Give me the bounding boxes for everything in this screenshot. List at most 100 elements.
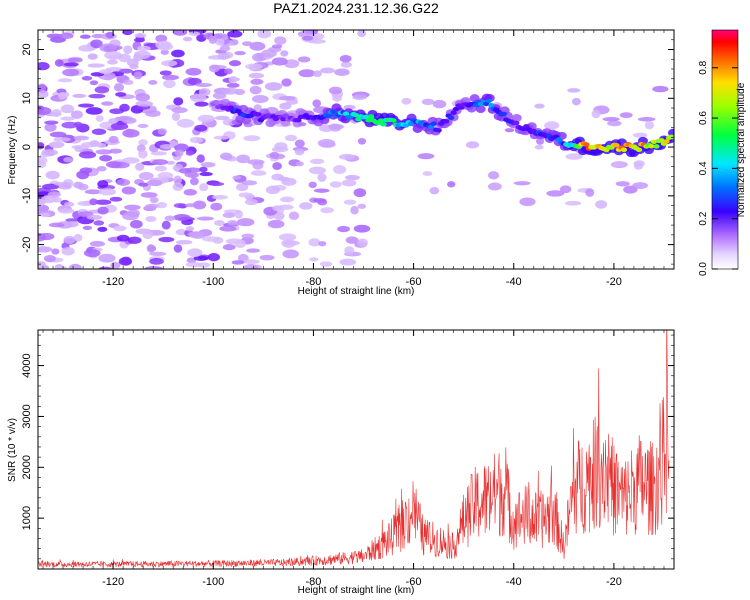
spectrogram-noise-cell	[79, 34, 91, 39]
spectrogram-noise-cell	[41, 149, 58, 157]
snr-y-ticks: 1000 2000 3000 4000	[21, 334, 674, 570]
spectrogram-noise-cell	[108, 148, 123, 154]
spectrogram-noise-cell	[73, 181, 84, 189]
spectrogram-noise-cell	[344, 174, 360, 181]
spectrogram-noise-cell	[58, 91, 67, 100]
spectrogram-ridge-cell	[377, 118, 385, 123]
spectrogram-noise-cell	[223, 68, 233, 75]
spectrogram-frame	[37, 29, 675, 270]
spectrogram-noise-cell	[422, 171, 433, 177]
spectrogram-noise-cell	[212, 194, 228, 200]
spectrogram-noise-cell	[82, 225, 93, 231]
spectrogram-ridge-cell	[330, 109, 337, 114]
spectrogram-noise-cell	[96, 166, 107, 172]
spectrogram-noise-cell	[179, 167, 192, 174]
spectrogram-noise-cell	[122, 30, 133, 36]
spectrogram-noise-cell	[208, 64, 220, 73]
spectrogram-noise-cell	[352, 94, 367, 100]
spectrogram-noise-cell	[91, 128, 107, 135]
spectrogram-noise-cell	[89, 198, 98, 206]
spectrogram-noise-cell	[519, 197, 536, 207]
spectrogram-noise-cell	[73, 135, 90, 141]
snr-series-line	[38, 330, 670, 568]
spectrogram-noise-cell	[197, 114, 215, 123]
spectrogram-noise-cell	[320, 67, 335, 74]
spectrogram-noise-cell	[189, 136, 203, 144]
spectrogram-noise-cell	[283, 240, 300, 246]
spectrogram-noise-cell	[166, 160, 176, 165]
spectrogram-noise-cell	[57, 208, 75, 214]
spectrogram-noise-cell	[591, 109, 601, 119]
spectrogram-noise-cell	[585, 188, 595, 197]
spectrogram-noise-cell	[145, 203, 161, 209]
spectrogram-noise-cell	[120, 256, 132, 265]
spectrogram-ridge-cell	[325, 113, 332, 119]
spectrogram-noise-cell	[214, 115, 230, 121]
spectrogram-noise-cell	[173, 203, 186, 208]
colorbar-gradient	[712, 30, 738, 269]
figure-title: PAZ1.2024.231.12.36.G22	[273, 0, 439, 16]
spectrogram-noise-cell	[353, 224, 371, 233]
spectrogram-noise-cell	[332, 94, 342, 102]
spectrogram-noise-cell	[429, 186, 440, 195]
colorbar-ticks: 0.0 0.2 0.4 0.6 0.8	[698, 60, 738, 276]
spectrogram-noise-cell	[280, 50, 289, 57]
spectrogram-noise-cell	[328, 123, 344, 130]
spectrogram-noise-cell	[243, 264, 259, 269]
spectrogram-x-tick-label: -80	[305, 276, 321, 288]
spectrogram-noise-cell	[187, 248, 203, 258]
spectrogram-noise-cell	[194, 101, 209, 107]
spectrogram-noise-cell	[185, 226, 194, 232]
spectrogram-noise-cell	[73, 121, 83, 128]
spectrogram-ridge-cell	[365, 118, 372, 123]
spectrogram-ridge-cell	[488, 103, 495, 108]
spectrogram-noise-cell	[195, 82, 213, 88]
spectrogram-noise-cell	[248, 72, 265, 79]
spectrogram-noise-cell	[61, 121, 79, 129]
spectrogram-noise-cell	[63, 201, 75, 207]
spectrogram-noise-cell	[337, 225, 351, 233]
spectrogram-noise-cell	[619, 112, 633, 119]
spectrogram-noise-cell	[308, 238, 321, 247]
spectrogram-noise-cell	[144, 266, 163, 269]
spectrogram-noise-cell	[39, 212, 51, 218]
spectrogram-ridge-cell	[450, 110, 457, 115]
spectrogram-ridge-cell	[255, 112, 262, 117]
spectrogram-noise-cell	[199, 183, 209, 192]
spectrogram-noise-cell	[104, 50, 122, 60]
spectrogram-noise-cell	[51, 196, 62, 203]
spectrogram-ridge-cell	[447, 115, 455, 121]
spectrogram-noise-cell	[212, 92, 227, 100]
spectrogram-noise-cell	[319, 261, 333, 267]
spectrogram-noise-cell	[278, 176, 290, 182]
spectrogram-noise-cell	[38, 204, 50, 212]
spectrogram-noise-cell	[196, 154, 205, 163]
spectrogram-noise-cell	[133, 50, 151, 60]
spectrogram-noise-cell	[228, 75, 238, 84]
spectrogram-y-tick-label: 10	[21, 92, 33, 104]
spectrogram-noise-cell	[236, 182, 249, 192]
spectrogram-noise-cell	[48, 141, 65, 149]
spectrogram-noise-cell	[149, 196, 159, 204]
spectrogram-noise-cell	[242, 180, 258, 186]
spectrogram-noise-cell	[164, 215, 176, 221]
snr-x-tick-label: -60	[406, 576, 422, 588]
spectrogram-noise-cell	[421, 98, 435, 106]
spectrogram-noise-cell	[137, 123, 149, 128]
spectrogram-noise-cell	[278, 95, 296, 101]
spectrogram-noise-cell	[87, 63, 105, 68]
spectrogram-noise-cell	[38, 62, 50, 71]
spectrogram-noise-cell	[95, 149, 113, 155]
spectrogram-noise-cell	[38, 83, 47, 91]
spectrogram-noise-cell	[213, 135, 230, 140]
spectrogram-noise-cell	[84, 189, 102, 195]
spectrogram-noise-cell	[280, 196, 294, 203]
spectrogram-noise-cell	[59, 32, 74, 40]
spectrogram-ridge-cell	[435, 128, 442, 133]
spectrogram-noise-cell	[198, 88, 211, 97]
spectrogram-noise-cell	[187, 77, 202, 86]
spectrogram-noise-cell	[156, 201, 168, 209]
spectrogram-noise-cell	[487, 182, 502, 191]
spectrogram-y-tick-label: 20	[21, 43, 33, 55]
spectrogram-noise-cell	[210, 202, 223, 211]
